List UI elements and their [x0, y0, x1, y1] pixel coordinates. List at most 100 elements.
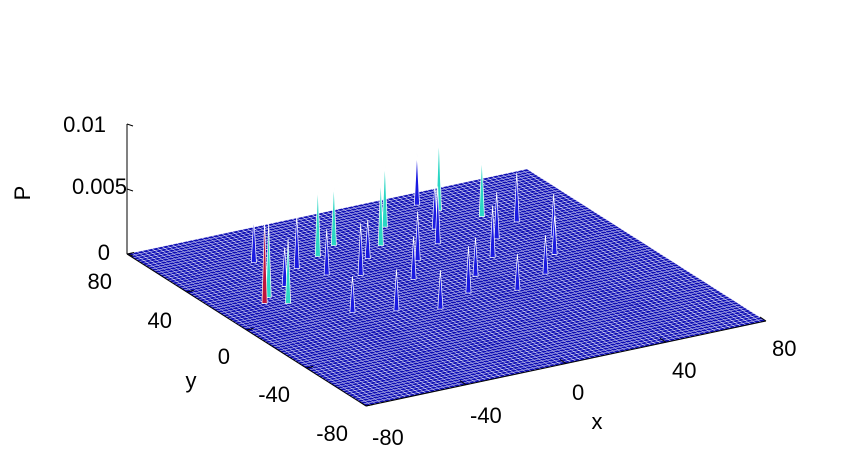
surface-peak — [489, 205, 496, 258]
mesh-line — [234, 237, 635, 323]
surface-peak — [478, 156, 485, 217]
tick-mark — [126, 252, 135, 255]
mesh-line — [466, 181, 707, 335]
x-tick-label: 80 — [772, 336, 796, 361]
mesh-line — [156, 187, 557, 274]
mesh-line — [506, 172, 747, 326]
tick-mark — [459, 380, 467, 386]
y-tick-label: -80 — [316, 421, 348, 446]
mesh-line — [231, 235, 632, 321]
mesh-line — [481, 178, 722, 331]
mesh-line — [135, 174, 537, 260]
mesh-line — [491, 176, 732, 329]
surface-peak — [293, 214, 300, 269]
tick-mark — [126, 253, 134, 257]
surface-peak — [472, 237, 479, 277]
surface-peak — [434, 186, 441, 245]
mesh-line — [336, 209, 577, 362]
axis-ticks — [126, 123, 767, 407]
tick-mark — [359, 401, 367, 407]
y-tick-label: -40 — [258, 382, 290, 407]
mesh-line — [141, 178, 542, 264]
mesh-line — [237, 239, 638, 325]
surface-peak — [364, 219, 371, 259]
mesh-line — [210, 221, 611, 308]
surface — [126, 168, 767, 407]
mesh-line — [496, 175, 737, 328]
tick-mark — [759, 316, 767, 322]
z-tick-label: 0.005 — [72, 174, 127, 199]
surface-peak — [349, 276, 356, 313]
surface-peak — [514, 253, 521, 291]
x-axis-label: x — [592, 409, 603, 434]
mesh-line — [381, 199, 622, 353]
surface-peak — [437, 270, 444, 310]
mesh-line — [391, 197, 632, 350]
mesh-line — [204, 218, 605, 304]
mesh-line — [150, 183, 551, 270]
surface-peak — [330, 183, 337, 246]
tick-mark — [659, 337, 667, 343]
mesh-line — [243, 242, 644, 329]
surface-peaks — [250, 137, 558, 313]
mesh-line — [401, 195, 642, 348]
mesh-line — [165, 193, 566, 279]
tick-mark — [559, 359, 567, 364]
mesh-line — [521, 169, 762, 323]
mesh-line — [416, 192, 657, 345]
mesh-line — [361, 203, 602, 357]
mesh-line — [356, 204, 597, 358]
surface-peak — [413, 153, 420, 206]
mesh-line — [431, 188, 672, 342]
surface-peak — [551, 215, 558, 255]
x-tick-label: 40 — [672, 358, 696, 383]
x-tick-label: 0 — [572, 380, 584, 405]
tick-mark — [186, 290, 194, 293]
mesh-line — [421, 191, 662, 344]
mesh-line — [471, 180, 712, 333]
mesh-line — [228, 233, 629, 319]
mesh-line — [174, 199, 575, 285]
mesh-line — [189, 208, 590, 295]
y-tick-label: 40 — [148, 308, 172, 333]
mesh-line — [451, 184, 692, 338]
tick-mark — [126, 188, 134, 192]
surface-peak — [410, 236, 417, 280]
tick-mark — [126, 123, 134, 127]
tick-mark — [306, 366, 314, 369]
mesh-line — [171, 197, 572, 283]
surface-peak — [357, 223, 364, 276]
mesh-line — [501, 174, 742, 327]
surface-peak — [414, 211, 421, 262]
z-tick-label: 0 — [98, 240, 110, 265]
mesh-line — [446, 185, 687, 339]
mesh-line — [371, 201, 612, 355]
surface-peak — [323, 229, 330, 276]
tick-mark — [365, 404, 374, 407]
surface-peak — [281, 247, 288, 287]
z-tick-label: 0.01 — [63, 112, 106, 137]
mesh-line — [207, 220, 608, 306]
mesh-line — [331, 210, 572, 363]
surface-peak — [377, 178, 384, 247]
mesh-line — [153, 185, 554, 272]
mesh-line — [406, 194, 647, 347]
mesh-line — [186, 206, 587, 293]
surface-peak — [265, 222, 272, 298]
y-axis-label: y — [186, 368, 197, 393]
tick-mark — [246, 328, 254, 331]
surface-peak — [285, 238, 292, 304]
surface-peak — [314, 185, 321, 257]
mesh-line — [511, 171, 752, 325]
mesh-line — [486, 177, 727, 330]
mesh-line — [177, 201, 578, 287]
x-tick-label: -80 — [372, 425, 404, 450]
y-tick-label: 80 — [88, 269, 112, 294]
mesh-line — [516, 170, 757, 324]
surface-peak — [513, 172, 520, 223]
mesh-line — [216, 225, 617, 312]
mesh-line — [246, 244, 647, 331]
z-axis-label: P — [10, 186, 35, 201]
mesh-line — [366, 202, 607, 356]
